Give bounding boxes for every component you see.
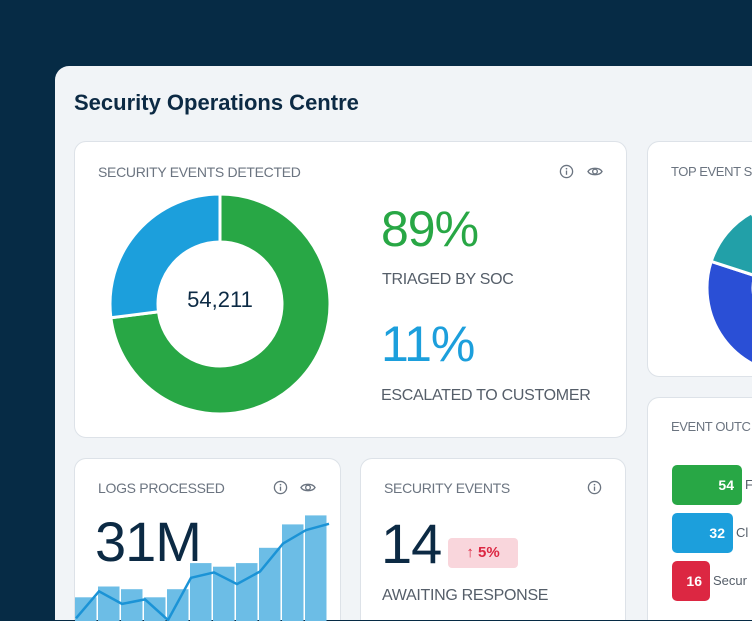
card-title: EVENT OUTC — [671, 419, 751, 434]
donut-slice — [707, 261, 752, 374]
triaged-label: TRIAGED BY SOC — [382, 271, 514, 289]
change-badge: ↑ 5% — [448, 538, 518, 568]
logs-value: 31M — [95, 509, 201, 574]
outcome-bar: 16 — [672, 561, 710, 601]
card-title: SECURITY EVENTS DETECTED — [98, 164, 301, 180]
page-title: Security Operations Centre — [74, 90, 359, 116]
card-title: SECURITY EVENTS — [384, 480, 510, 496]
event-outcomes-card: EVENT OUTC 54 F 32 Cl 16 Secur — [647, 397, 752, 620]
info-icon[interactable] — [559, 164, 574, 179]
eye-icon[interactable] — [586, 164, 604, 179]
info-icon[interactable] — [587, 480, 602, 495]
bar — [305, 515, 327, 621]
outcome-bar: 32 — [672, 513, 733, 553]
security-events-detected-card: SECURITY EVENTS DETECTED 54,211 89% TRIA… — [74, 141, 627, 438]
card-title: TOP EVENT S — [671, 164, 752, 179]
security-events-value: 14 — [381, 511, 441, 576]
awaiting-label: AWAITING RESPONSE — [382, 587, 548, 605]
bar — [236, 563, 258, 621]
outcome-label: F — [745, 465, 752, 505]
security-events-card: SECURITY EVENTS 14 ↑ 5% AWAITING RESPONS… — [360, 458, 626, 620]
triaged-percent: 89% — [381, 200, 478, 258]
top-events-donut-chart — [705, 200, 752, 376]
donut-total: 54,211 — [108, 287, 332, 313]
top-event-sources-card: TOP EVENT S — [647, 141, 752, 377]
outcome-bar: 54 — [672, 465, 742, 505]
outcome-label: Secur — [713, 561, 747, 601]
logs-processed-card: LOGS PROCESSED 31M — [74, 458, 341, 620]
escalated-percent: 11% — [381, 315, 474, 373]
outcome-label: Cl — [736, 513, 748, 553]
escalated-label: ESCALATED TO CUSTOMER — [381, 387, 590, 405]
bar — [121, 589, 143, 621]
